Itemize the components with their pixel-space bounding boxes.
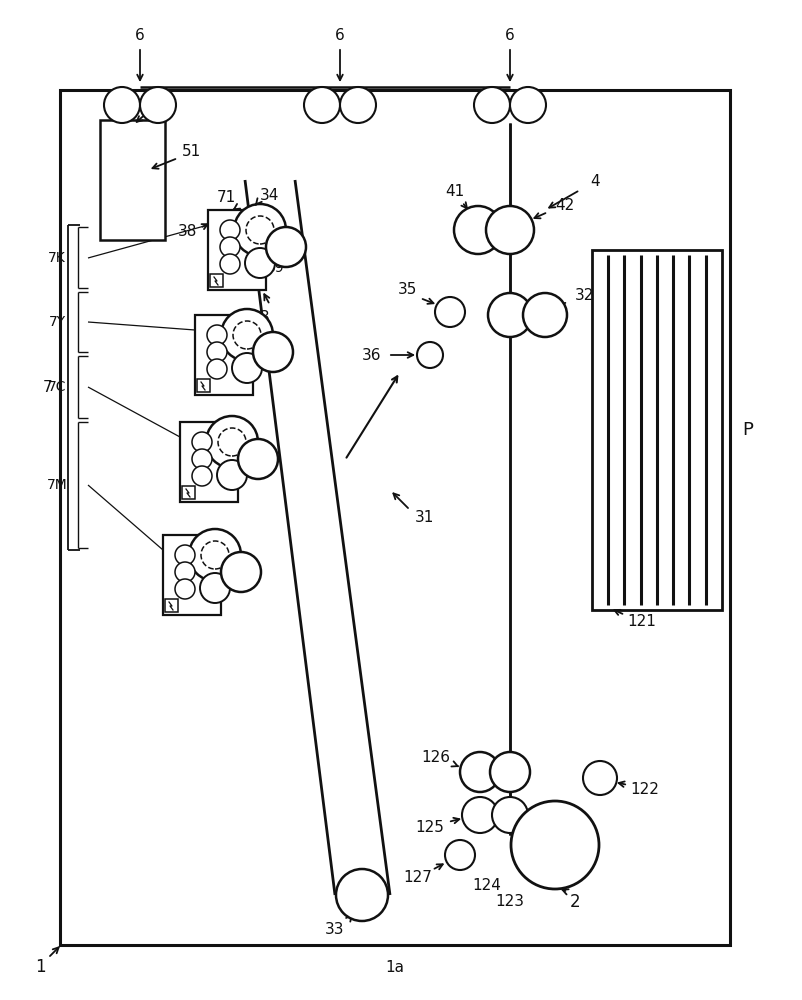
Text: 127: 127	[403, 870, 432, 886]
Circle shape	[220, 237, 240, 257]
Circle shape	[233, 321, 261, 349]
Circle shape	[522, 293, 566, 337]
Circle shape	[237, 439, 277, 479]
Circle shape	[217, 460, 247, 490]
Bar	[208, 210, 265, 290]
Circle shape	[253, 332, 293, 372]
Bar	[196, 379, 210, 392]
Text: P: P	[742, 421, 752, 439]
Text: 122: 122	[630, 782, 658, 798]
Circle shape	[192, 466, 212, 486]
Circle shape	[104, 87, 140, 123]
Circle shape	[233, 204, 286, 256]
Text: 5: 5	[153, 99, 163, 113]
Bar	[60, 90, 729, 945]
Text: 7C: 7C	[47, 380, 67, 394]
Circle shape	[416, 342, 443, 368]
Text: 124: 124	[472, 878, 500, 892]
Circle shape	[485, 206, 533, 254]
Circle shape	[140, 87, 176, 123]
Text: 32: 32	[574, 288, 594, 304]
Circle shape	[453, 206, 501, 254]
Text: 6: 6	[504, 27, 514, 42]
Circle shape	[582, 761, 616, 795]
Text: 36: 36	[362, 348, 381, 362]
Circle shape	[509, 87, 545, 123]
Circle shape	[435, 297, 464, 327]
Circle shape	[220, 254, 240, 274]
Circle shape	[245, 216, 273, 244]
Circle shape	[304, 87, 339, 123]
Text: 1a: 1a	[385, 960, 404, 974]
Text: 51: 51	[182, 144, 201, 159]
Circle shape	[207, 325, 227, 345]
Text: 7: 7	[43, 380, 53, 395]
Bar	[163, 535, 221, 615]
Text: 2: 2	[569, 893, 580, 911]
Bar	[180, 422, 237, 502]
Text: 6: 6	[135, 27, 144, 42]
Text: 7Y: 7Y	[48, 315, 66, 329]
Bar	[182, 486, 195, 499]
Circle shape	[207, 359, 227, 379]
Circle shape	[232, 353, 261, 383]
Circle shape	[175, 562, 195, 582]
Text: 121: 121	[627, 614, 655, 630]
Circle shape	[492, 797, 528, 833]
Circle shape	[221, 552, 261, 592]
Circle shape	[488, 293, 532, 337]
Circle shape	[489, 752, 529, 792]
Circle shape	[188, 529, 241, 581]
Bar	[210, 274, 223, 287]
Text: 31: 31	[415, 510, 434, 526]
Bar	[100, 120, 164, 240]
Circle shape	[192, 432, 212, 452]
Circle shape	[200, 541, 229, 569]
Text: 34: 34	[260, 188, 279, 204]
Bar	[195, 315, 253, 395]
Text: 123: 123	[495, 894, 524, 910]
Text: 7M: 7M	[47, 478, 67, 492]
Text: 38: 38	[178, 225, 197, 239]
Circle shape	[473, 87, 509, 123]
Circle shape	[339, 87, 375, 123]
Text: 71: 71	[216, 190, 235, 206]
Circle shape	[460, 752, 500, 792]
Text: 4: 4	[589, 174, 599, 190]
Circle shape	[220, 220, 240, 240]
Text: 37: 37	[291, 243, 308, 257]
Circle shape	[335, 869, 387, 921]
Text: 39: 39	[267, 261, 285, 275]
Text: 126: 126	[421, 750, 450, 766]
Text: 41: 41	[445, 184, 464, 200]
Text: 33: 33	[325, 922, 344, 938]
Circle shape	[461, 797, 497, 833]
Circle shape	[217, 428, 245, 456]
Circle shape	[192, 449, 212, 469]
Circle shape	[200, 573, 229, 603]
Circle shape	[444, 840, 475, 870]
Circle shape	[265, 227, 306, 267]
Bar	[164, 599, 178, 612]
Text: 125: 125	[415, 820, 444, 836]
Circle shape	[206, 416, 257, 468]
Text: 35: 35	[398, 282, 417, 298]
Circle shape	[221, 309, 273, 361]
Bar	[591, 250, 721, 610]
Circle shape	[175, 579, 195, 599]
Text: 7K: 7K	[48, 250, 66, 264]
Text: 1: 1	[34, 958, 45, 976]
Circle shape	[510, 801, 598, 889]
Text: 6: 6	[334, 27, 344, 42]
Text: 3: 3	[260, 310, 269, 324]
Circle shape	[207, 342, 227, 362]
Text: 42: 42	[555, 198, 574, 214]
Circle shape	[175, 545, 195, 565]
Circle shape	[245, 248, 274, 278]
